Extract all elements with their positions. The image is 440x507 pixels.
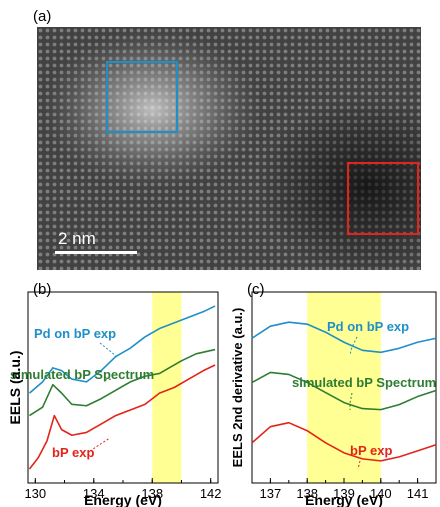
annotation-label: Pd on bP exp — [34, 326, 116, 341]
annotation-leader — [349, 336, 358, 356]
highlight-band — [307, 292, 381, 483]
annotation-leader — [99, 342, 119, 359]
x-tick-label: 138 — [141, 486, 163, 501]
series-line-pd-on-bp — [251, 321, 437, 354]
series-line-bp-exp — [28, 364, 216, 470]
x-tick-label: 137 — [260, 486, 282, 501]
x-tick-label: 142 — [200, 486, 222, 501]
annotation-label: simulated bP Spectrum — [10, 367, 154, 382]
annotation-label: bP exp — [350, 443, 392, 458]
x-tick-label: 138 — [296, 486, 318, 501]
panel-a-label: (a) — [33, 8, 52, 25]
blue-roi-box — [106, 61, 178, 133]
annotation-leader — [104, 378, 113, 381]
x-tick-label: 140 — [370, 486, 392, 501]
annotation-label: bP exp — [52, 445, 94, 460]
x-tick-label: 139 — [333, 486, 355, 501]
panel-b-label: (b) — [33, 281, 52, 298]
series-line-simulated-bp — [29, 348, 216, 417]
x-axis-label: Energy (eV) — [305, 492, 383, 507]
stem-image: 2 nm — [37, 27, 421, 270]
y-axis-label: EELS (a.u.) — [7, 351, 23, 425]
x-axis-label: Energy (eV) — [84, 492, 162, 507]
red-roi-box — [347, 162, 419, 235]
y-axis-label: EELS 2nd derivative (a.u.) — [230, 308, 245, 468]
series-line-bp-exp — [251, 421, 437, 462]
scale-bar — [55, 251, 137, 254]
highlight-band — [152, 292, 182, 483]
annotation-leader — [357, 460, 361, 470]
chart-eels-derivative: 137 138 139 140 141 Pd on bP exp simulated bP… — [230, 291, 437, 507]
scale-bar-label: 2 nm — [58, 229, 96, 248]
annotation-label: Pd on bP exp — [327, 319, 409, 334]
annotation-label: simulated bP Spectrum — [292, 375, 436, 390]
stem-image-canvas: 2 nm — [37, 27, 421, 270]
annotation-leader — [89, 437, 111, 452]
x-tick-label: 134 — [83, 486, 105, 501]
chart-eels: 130 134 138 142 Pd on bP exp simulated bP Sp… — [7, 291, 222, 507]
x-tick-label: 141 — [407, 486, 429, 501]
panel-c-label: (c) — [247, 281, 265, 298]
series-line-simulated-bp — [251, 371, 437, 411]
x-tick-label: 130 — [24, 486, 46, 501]
